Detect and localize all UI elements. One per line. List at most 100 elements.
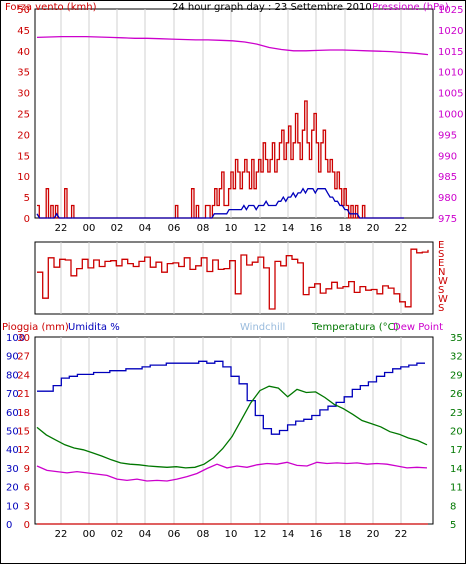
chart-title: 24 hour graph day : 23 Settembre 2010 [172, 2, 372, 13]
wind-y-tick-1: 5 [24, 193, 30, 204]
wind-pressure-x-tick-2: 02 [111, 223, 124, 234]
pressure-axis-label: Pressione (hPa) [372, 2, 449, 13]
rain-y-tick-1: 3 [24, 501, 30, 512]
temperature-y-tick-7: 26 [450, 389, 463, 400]
rain-y-tick-0: 0 [24, 520, 30, 531]
humidity-temperature-x-tick-7: 12 [254, 529, 267, 540]
wind-y-tick-5: 25 [17, 110, 30, 121]
humidity-temperature-x-tick-5: 08 [197, 529, 210, 540]
humidity-y-tick-2: 20 [6, 483, 19, 494]
humidity-y-tick-4: 40 [6, 445, 19, 456]
wind-y-tick-2: 10 [17, 172, 30, 183]
rain-y-tick-7: 21 [17, 389, 30, 400]
humidity-line [37, 360, 425, 435]
wind-direction-series [37, 248, 429, 310]
temperature-y-tick-10: 35 [450, 333, 463, 344]
wind-pressure-x-tick-6: 10 [225, 223, 238, 234]
direction-label-2: E [438, 258, 444, 269]
rain-y-tick-3: 9 [24, 464, 30, 475]
humidity-y-tick-8: 80 [6, 370, 19, 381]
wind-pressure-x-ticks: 22 00 02 04 06 08 10 12 14 16 18 20 22 [55, 223, 408, 234]
temperature-y-tick-6: 23 [450, 408, 463, 419]
wind-axis-ticks: 0 5 10 15 20 25 30 35 40 45 50 [17, 5, 30, 225]
humidity-y-tick-1: 10 [6, 501, 19, 512]
pressure-line [36, 35, 429, 56]
pressure-y-tick-8: 1015 [438, 47, 463, 58]
humidity-temperature-x-tick-11: 20 [367, 529, 380, 540]
wind-y-tick-10: 50 [17, 5, 30, 16]
rain-y-tick-9: 27 [17, 352, 30, 363]
humidity-y-tick-3: 30 [6, 464, 19, 475]
temperature-axis-ticks: 5 8 11 14 17 20 23 26 29 32 35 [450, 333, 463, 531]
wind-pressure-panel [34, 8, 434, 219]
direction-label-3: N [438, 267, 445, 278]
pressure-y-tick-1: 980 [438, 193, 457, 204]
temperature-y-tick-4: 17 [450, 445, 463, 456]
wind-speed-line [36, 187, 404, 219]
pressure-y-tick-4: 995 [438, 130, 457, 141]
temperature-y-tick-9: 32 [450, 352, 463, 363]
humidity-temperature-x-tick-4: 06 [168, 529, 181, 540]
humidity-temperature-x-tick-8: 14 [282, 529, 295, 540]
humidity-temperature-series [36, 360, 428, 525]
wind-pressure-x-tick-9: 16 [310, 223, 323, 234]
wind-pressure-x-tick-3: 04 [139, 223, 152, 234]
temperature-y-tick-3: 14 [450, 464, 463, 475]
pressure-y-tick-6: 1005 [438, 89, 463, 100]
pressure-y-tick-3: 990 [438, 151, 457, 162]
humidity-y-tick-6: 60 [6, 408, 19, 419]
humidity-temperature-x-tick-6: 10 [225, 529, 238, 540]
wind-y-tick-9: 45 [17, 26, 30, 37]
windchill-label: Windchill [240, 322, 285, 333]
rain-y-tick-2: 6 [24, 483, 30, 494]
pressure-y-tick-9: 1020 [438, 26, 463, 37]
temperature-y-tick-8: 29 [450, 370, 463, 381]
pressure-y-tick-5: 1000 [438, 110, 463, 121]
wind-pressure-x-tick-10: 18 [339, 223, 352, 234]
wind-pressure-x-tick-8: 14 [282, 223, 295, 234]
wind-y-tick-0: 0 [24, 214, 30, 225]
wind-pressure-x-tick-0: 22 [55, 223, 68, 234]
temperature-axis-label: Temperatura (°C) [311, 322, 399, 333]
humidity-temperature-x-tick-10: 18 [339, 529, 352, 540]
temperature-y-tick-1: 8 [450, 501, 456, 512]
rain-y-tick-5: 15 [17, 427, 30, 438]
humidity-temperature-x-ticks: 22 00 02 04 06 08 10 12 14 16 18 20 22 [55, 529, 408, 540]
temperature-y-tick-5: 20 [450, 427, 463, 438]
pressure-y-tick-7: 1010 [438, 68, 463, 79]
wind-pressure-x-tick-5: 08 [197, 223, 210, 234]
humidity-axis-label: Umidita % [68, 322, 120, 333]
humidity-temperature-x-tick-0: 22 [55, 529, 68, 540]
humidity-y-tick-9: 90 [6, 352, 19, 363]
humidity-temperature-panel [34, 336, 434, 525]
wind-y-tick-7: 35 [17, 68, 30, 79]
humidity-temperature-x-tick-2: 02 [111, 529, 124, 540]
humidity-temperature-x-tick-12: 22 [395, 529, 408, 540]
rain-y-tick-6: 18 [17, 408, 30, 419]
direction-label-0: E [438, 240, 444, 251]
dew-point-line [36, 461, 428, 482]
wind-direction-panel [34, 241, 434, 315]
wind-pressure-x-tick-7: 12 [254, 223, 267, 234]
wind-pressure-x-tick-11: 20 [367, 223, 380, 234]
direction-label-7: S [438, 303, 444, 314]
humidity-y-tick-0: 0 [6, 520, 12, 531]
pressure-y-tick-10: 1025 [438, 5, 463, 16]
wind-direction-line [37, 248, 429, 310]
temperature-y-tick-0: 5 [450, 520, 456, 531]
wind-y-tick-8: 40 [17, 47, 30, 58]
humidity-y-tick-10: 100 [6, 333, 25, 344]
rain-y-tick-8: 24 [17, 370, 30, 381]
temperature-y-tick-2: 11 [450, 483, 463, 494]
wind-pressure-x-tick-1: 00 [83, 223, 96, 234]
direction-label-1: S [438, 249, 444, 260]
rain-axis-label: Pioggia (mm) [2, 322, 69, 333]
temperature-line [36, 385, 428, 469]
rain-y-tick-10: 30 [17, 333, 30, 344]
wind-pressure-x-tick-12: 22 [395, 223, 408, 234]
wind-direction-grid [60, 242, 402, 314]
